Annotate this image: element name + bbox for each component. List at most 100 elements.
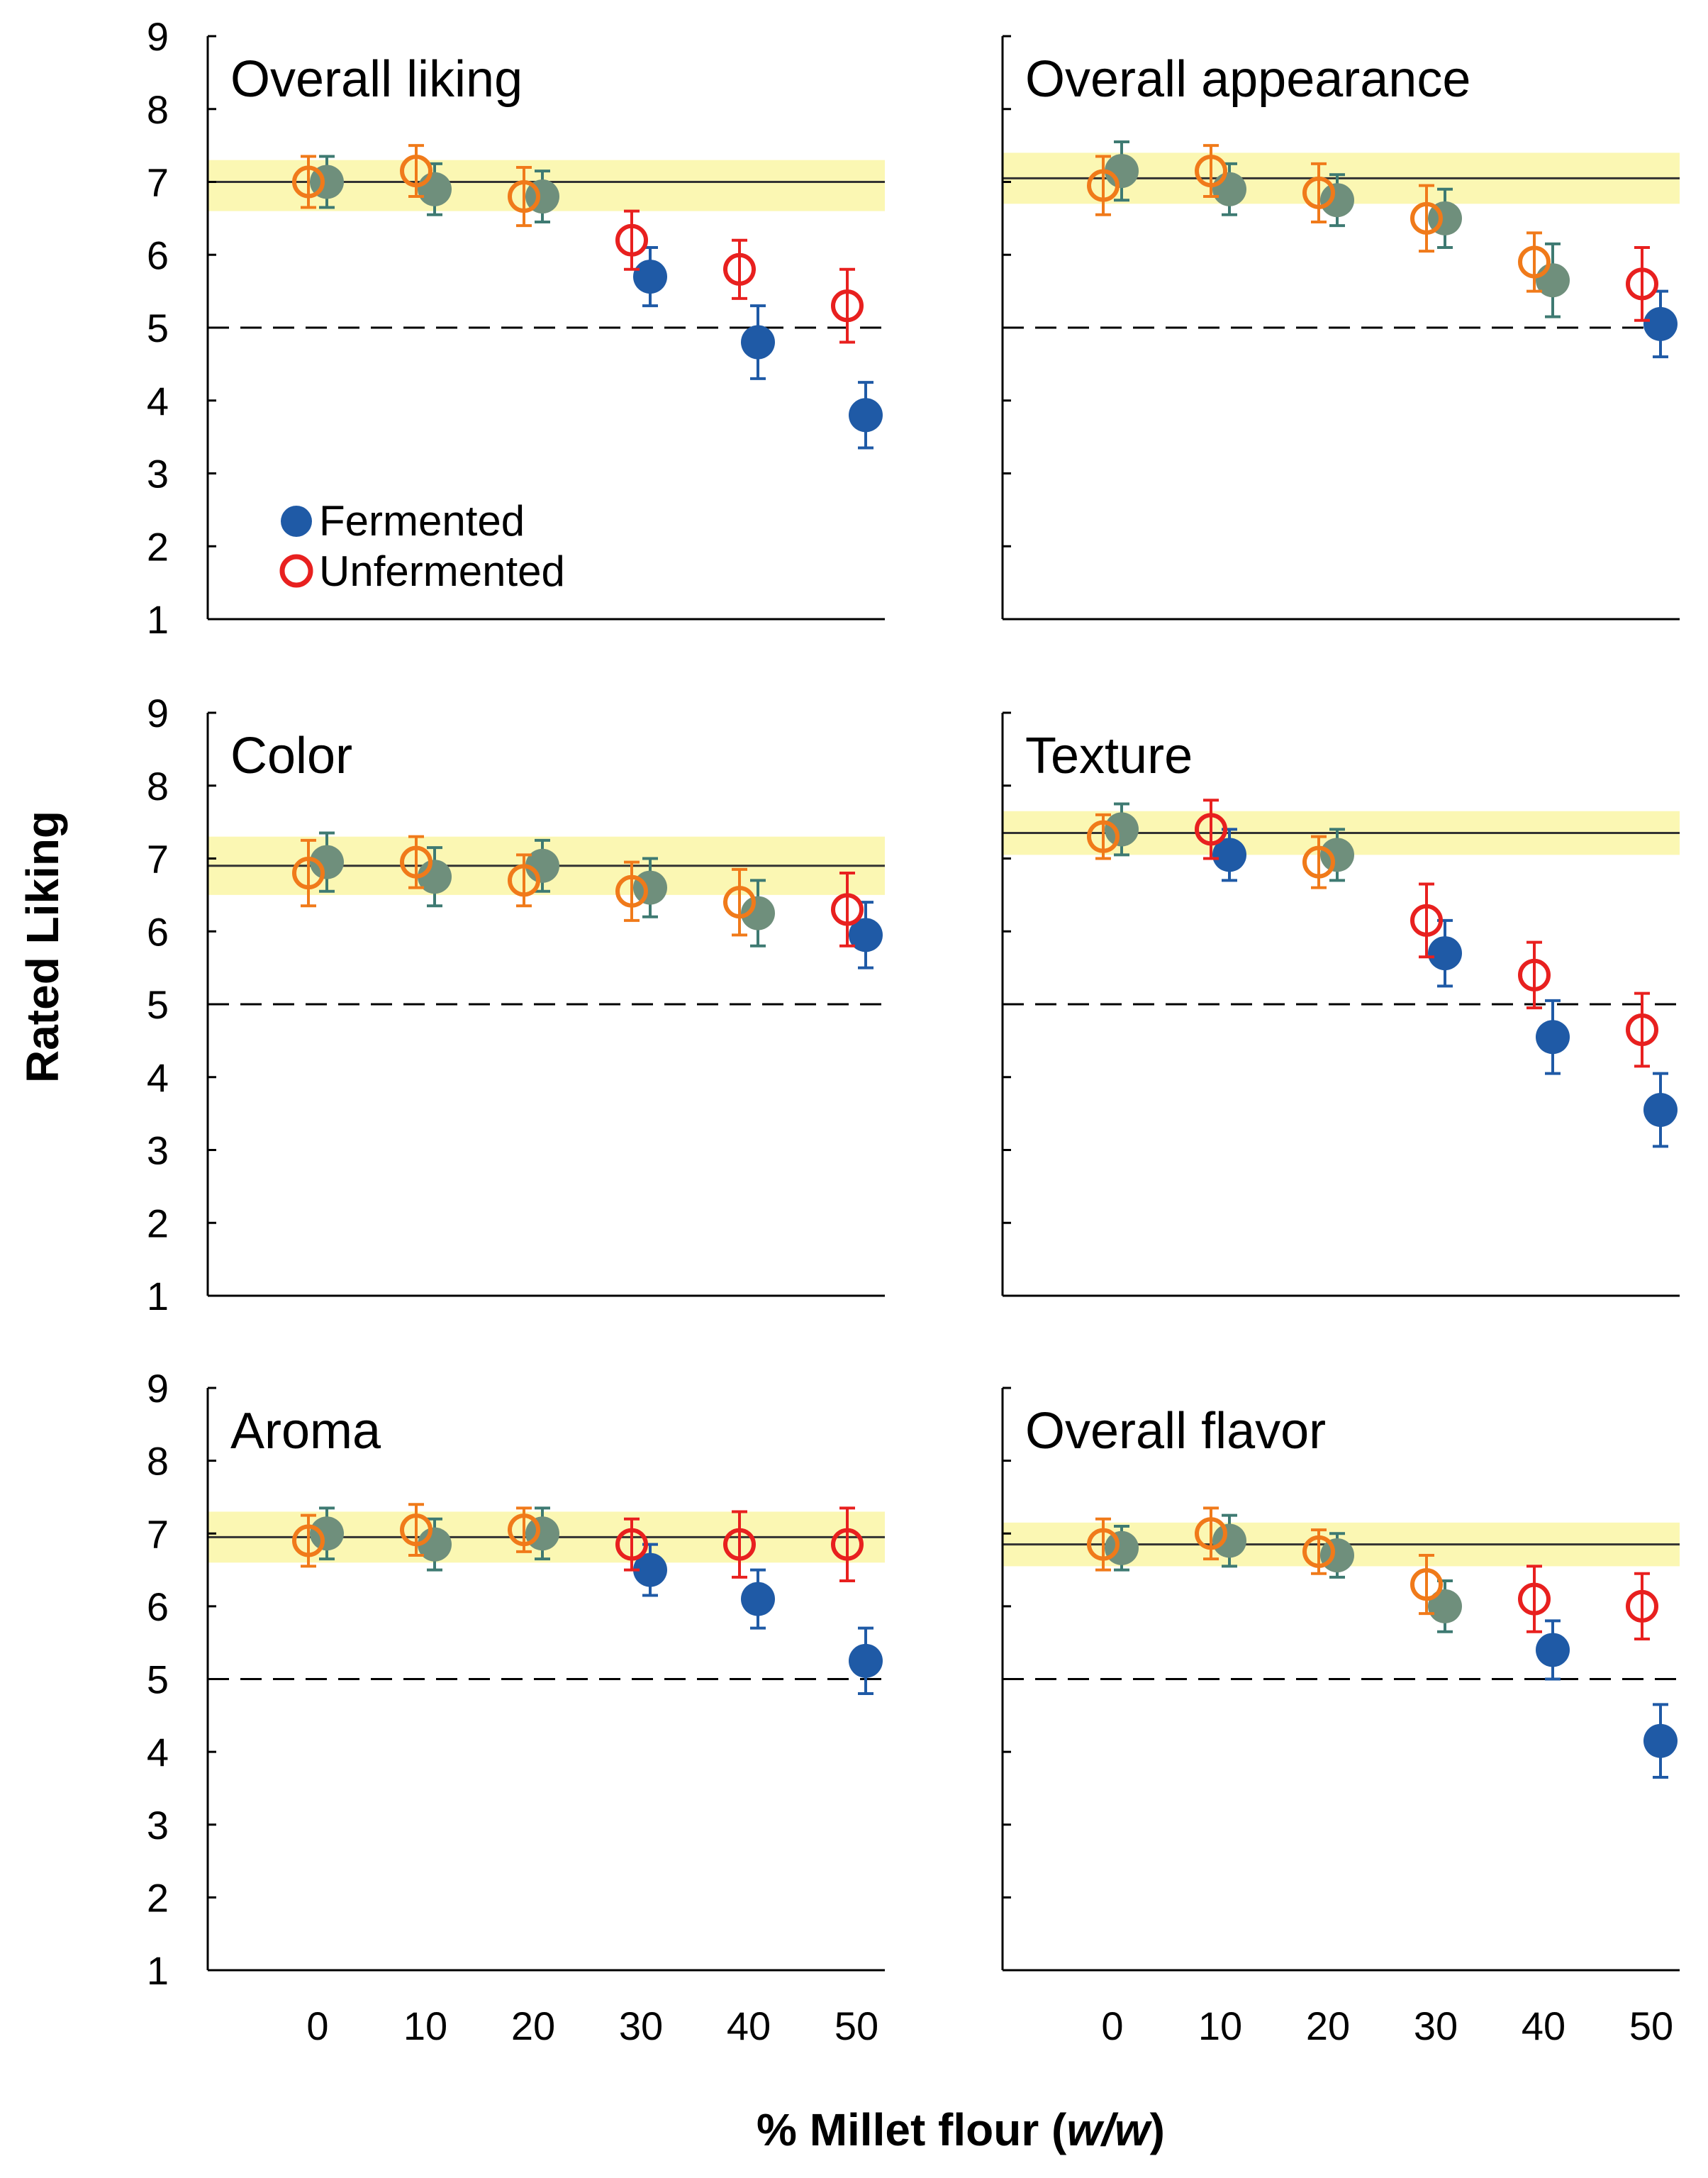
x-tick-label: 30 xyxy=(619,2004,663,2048)
y-tick-label: 3 xyxy=(147,1803,169,1848)
x-tick-label: 0 xyxy=(306,2004,328,2048)
unfermented-point xyxy=(1195,1517,1227,1550)
y-tick-label: 8 xyxy=(147,87,169,132)
y-tick-label: 4 xyxy=(147,1730,169,1774)
y-tick-label: 2 xyxy=(147,1875,169,1920)
panel-color: 1 2 3 4 5 6 7 8 9 Color xyxy=(147,691,885,1318)
fermented-point xyxy=(310,1516,344,1551)
panel-title: Color xyxy=(230,728,352,784)
y-tick-label: 9 xyxy=(147,14,169,59)
fermented-point xyxy=(1105,154,1139,189)
y-tick-label: 1 xyxy=(147,1948,169,1993)
legend: Fermented Unfermented xyxy=(279,497,565,595)
fermented-point xyxy=(849,1643,883,1678)
unfermented-point xyxy=(1087,169,1120,202)
unfermented-point xyxy=(615,223,648,257)
y-tick-label: 7 xyxy=(147,160,169,205)
unfermented-point xyxy=(400,845,432,879)
fermented-point xyxy=(418,1527,452,1562)
unfermented-point xyxy=(1195,813,1227,846)
x-tick-label: 0 xyxy=(1101,2004,1123,2048)
unfermented-point xyxy=(1302,845,1335,879)
unfermented-point xyxy=(1410,1568,1443,1601)
y-tick-label: 3 xyxy=(147,1128,169,1173)
unfermented-point xyxy=(1410,201,1443,235)
fermented-point xyxy=(849,918,883,952)
legend-unfermented-label: Unfermented xyxy=(319,548,565,595)
y-tick-label: 4 xyxy=(147,379,169,423)
fermented-point xyxy=(849,398,883,433)
y-tick-label: 2 xyxy=(147,1201,169,1245)
unfermented-point xyxy=(831,1528,864,1561)
y-tick-label: 1 xyxy=(147,1274,169,1318)
y-tick-label: 4 xyxy=(147,1055,169,1100)
unfermented-point xyxy=(1195,155,1227,188)
y-tick-label: 5 xyxy=(147,1657,169,1702)
unfermented-point xyxy=(723,252,756,286)
fermented-point xyxy=(1643,1092,1678,1127)
legend-fermented-label: Fermented xyxy=(319,497,525,545)
fermented-point xyxy=(1105,812,1139,847)
unfermented-point xyxy=(831,289,864,323)
x-tick-label: 40 xyxy=(727,2004,771,2048)
unfermented-point xyxy=(1518,245,1551,279)
unfermented-point xyxy=(400,155,432,188)
x-axis-title-italic: w/w xyxy=(1066,2104,1153,2155)
unfermented-point xyxy=(1410,904,1443,937)
unfermented-point xyxy=(508,180,540,213)
fermented-point xyxy=(418,860,452,894)
fermented-point xyxy=(1212,1523,1246,1558)
unfermented-point xyxy=(292,165,325,199)
fermented-point xyxy=(633,870,667,905)
fermented-point xyxy=(418,172,452,206)
unfermented-point xyxy=(615,874,648,908)
fermented-point xyxy=(741,325,775,360)
y-tick-label: 2 xyxy=(147,524,169,569)
unfermented-point xyxy=(292,857,325,890)
y-tick-label: 8 xyxy=(147,1439,169,1484)
unfermented-point xyxy=(508,864,540,897)
y-tick-label: 5 xyxy=(147,306,169,350)
fermented-point xyxy=(1212,172,1246,206)
x-tick-label: 10 xyxy=(1198,2004,1242,2048)
x-axis-title-suffix: ) xyxy=(1150,2104,1165,2155)
fermented-point xyxy=(1428,936,1462,971)
unfermented-point xyxy=(1626,267,1658,301)
panel-title: Overall flavor xyxy=(1025,1403,1326,1460)
unfermented-point xyxy=(1087,820,1120,853)
unfermented-point xyxy=(831,893,864,926)
y-tick-label: 6 xyxy=(147,909,169,954)
panel-overall-appearance: Overall appearance xyxy=(1001,35,1680,621)
y-tick-label: 5 xyxy=(147,982,169,1027)
unfermented-point xyxy=(1087,1528,1120,1561)
panel-overall-liking: 1 2 3 4 5 6 7 8 9 Overall liking xyxy=(147,14,885,642)
fermented-point xyxy=(1320,183,1354,218)
panel-title: Overall appearance xyxy=(1025,51,1470,108)
unfermented-point xyxy=(1626,1589,1658,1623)
x-tick-label: 50 xyxy=(835,2004,878,2048)
x-tick-label: 20 xyxy=(511,2004,555,2048)
fermented-point xyxy=(1643,1723,1678,1758)
unfermented-point xyxy=(723,1528,756,1561)
x-tick-label: 30 xyxy=(1414,2004,1458,2048)
y-tick-label: 3 xyxy=(147,452,169,496)
panel-aroma: 1 2 3 4 5 6 7 8 9 Aroma 0 10 20 30 40 50 xyxy=(147,1366,885,2048)
fermented-point xyxy=(525,848,559,883)
unfermented-point xyxy=(1302,176,1335,209)
x-axis-title-prefix: % Millet flour ( xyxy=(757,2104,1067,2155)
y-tick-label: 7 xyxy=(147,837,169,882)
unfermented-point xyxy=(292,1524,325,1557)
y-tick-label: 7 xyxy=(147,1511,169,1556)
fermented-point xyxy=(1428,1589,1462,1623)
panel-overall-flavor: Overall flavor 0 10 20 30 40 50 xyxy=(1001,1387,1680,2048)
unfermented-point xyxy=(1518,1582,1551,1616)
fermented-point xyxy=(1536,1020,1570,1055)
panel-title: Overall liking xyxy=(230,51,523,108)
y-tick-label: 9 xyxy=(147,691,169,735)
x-axis-title: % Millet flour (w/w) xyxy=(757,2104,1165,2155)
panel-title: Aroma xyxy=(230,1403,381,1460)
y-tick-label: 6 xyxy=(147,233,169,277)
x-tick-label: 20 xyxy=(1306,2004,1350,2048)
fermented-point xyxy=(741,896,775,930)
